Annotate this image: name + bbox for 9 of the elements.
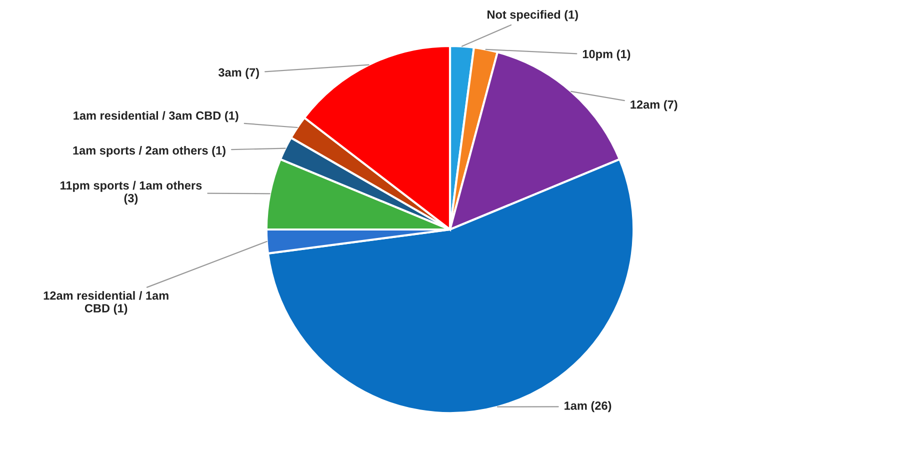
slice-label: 11pm sports / 1am others (3) <box>60 180 202 205</box>
slice-label: 3am (7) <box>218 68 259 79</box>
slice-label: Not specified (1) <box>488 10 578 22</box>
slice-label: 12am residential / 1am CBD (1) <box>44 291 168 315</box>
slice-label: 1am (26) <box>564 401 612 412</box>
slice-label: 12am (7) <box>630 100 678 112</box>
slice-label: 1am sports / 2am others (1) <box>73 146 226 157</box>
slice-label: 1am residential / 3am CBD (1) <box>74 111 238 122</box>
slice-label: 10pm (1) <box>582 50 630 61</box>
